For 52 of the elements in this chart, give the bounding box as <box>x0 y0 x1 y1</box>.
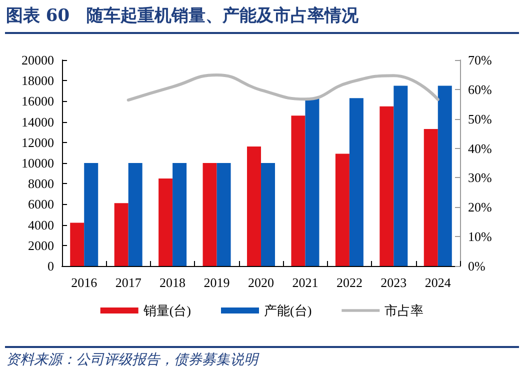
legend-label: 销量(台) <box>142 303 192 318</box>
x-tick-label: 2021 <box>292 275 318 290</box>
y-tick-label: 6000 <box>28 196 54 212</box>
chart-title: 图表 60 随车起重机销量、产能及市占率情况 <box>6 5 359 27</box>
bar <box>438 86 452 266</box>
y-tick-label: 4000 <box>28 217 54 232</box>
bar <box>394 86 408 266</box>
x-tick-label: 2018 <box>160 275 186 290</box>
bar <box>84 163 98 266</box>
bar <box>349 98 364 266</box>
y2-tick-label: 30% <box>468 170 492 186</box>
y-tick-label: 8000 <box>28 176 54 192</box>
bar <box>128 163 142 266</box>
y2-tick-label: 20% <box>468 200 492 215</box>
bar <box>424 129 438 266</box>
bar <box>291 116 306 266</box>
bar <box>261 163 275 266</box>
bar <box>305 98 320 266</box>
bar <box>247 146 261 266</box>
bar <box>216 163 231 266</box>
bar <box>202 163 217 266</box>
x-tick-label: 2020 <box>248 275 274 290</box>
legend-label: 产能(台) <box>264 303 312 318</box>
y2-tick-label: 70% <box>468 52 492 68</box>
bar <box>172 163 187 266</box>
bar <box>158 178 173 266</box>
y2-tick-label: 50% <box>468 111 492 126</box>
line-series <box>126 74 440 102</box>
x-tick-label: 2022 <box>336 275 362 290</box>
text: 资料来源：公司评级报告，债券募集说明 <box>6 351 258 369</box>
y-tick-label: 12000 <box>22 134 54 150</box>
y-tick-label: 10000 <box>22 156 54 170</box>
y2-tick-label: 0% <box>468 258 486 274</box>
y-tick-label: 20000 <box>22 52 54 68</box>
y-tick-label: 2000 <box>28 238 54 253</box>
x-tick-label: 2017 <box>115 275 142 290</box>
x-tick-label: 2024 <box>424 275 452 290</box>
y-tick-label: 18000 <box>22 73 54 88</box>
y-tick-label: 14000 <box>22 114 54 130</box>
bar <box>335 154 350 266</box>
y2-tick-label: 40% <box>468 140 492 156</box>
x-tick-label: 2016 <box>71 275 98 290</box>
bar <box>380 106 394 266</box>
bar <box>114 203 128 266</box>
x-tick-label: 2023 <box>380 275 407 290</box>
legend-label: 市占率 <box>384 303 424 318</box>
y2-tick-label: 10% <box>468 229 492 244</box>
y2-tick-label: 60% <box>468 82 492 97</box>
x-tick-label: 2019 <box>204 275 230 290</box>
y-tick-label: 16000 <box>22 94 54 109</box>
bar <box>70 222 84 266</box>
y-tick-label: 0 <box>48 258 54 274</box>
